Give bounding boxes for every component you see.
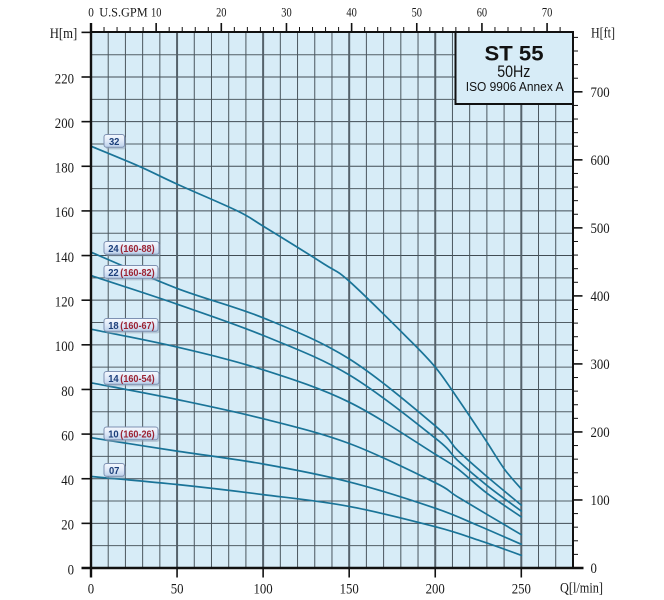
svg-text:30: 30 xyxy=(281,5,291,20)
svg-text:180: 180 xyxy=(55,161,74,177)
svg-text:40: 40 xyxy=(346,5,356,20)
svg-text:50: 50 xyxy=(412,5,422,20)
svg-text:140: 140 xyxy=(55,250,74,266)
svg-text:80: 80 xyxy=(61,384,74,400)
svg-text:H[ft]: H[ft] xyxy=(591,25,615,41)
svg-text:14: 14 xyxy=(108,374,119,385)
svg-text:(160-82): (160-82) xyxy=(120,268,154,279)
svg-text:60: 60 xyxy=(61,428,74,444)
svg-text:24: 24 xyxy=(108,244,119,255)
svg-text:ISO 9906 Annex A: ISO 9906 Annex A xyxy=(466,80,564,94)
svg-text:400: 400 xyxy=(591,289,610,305)
svg-text:20: 20 xyxy=(61,518,74,534)
svg-text:600: 600 xyxy=(591,153,610,169)
svg-text:200: 200 xyxy=(591,425,610,441)
svg-text:10: 10 xyxy=(108,429,119,440)
svg-text:120: 120 xyxy=(55,295,74,311)
svg-text:50: 50 xyxy=(171,581,184,597)
svg-text:07: 07 xyxy=(109,466,120,477)
svg-text:50Hz: 50Hz xyxy=(497,63,530,81)
svg-text:150: 150 xyxy=(340,581,359,597)
svg-text:0: 0 xyxy=(88,581,94,597)
svg-text:100: 100 xyxy=(55,339,74,355)
svg-text:220: 220 xyxy=(55,71,74,87)
svg-text:300: 300 xyxy=(591,357,610,373)
svg-text:70: 70 xyxy=(542,5,552,20)
svg-text:700: 700 xyxy=(591,85,610,101)
svg-text:100: 100 xyxy=(591,493,610,509)
svg-text:0: 0 xyxy=(591,561,597,577)
svg-text:(160-88): (160-88) xyxy=(120,244,154,255)
svg-text:250: 250 xyxy=(512,581,531,597)
svg-text:40: 40 xyxy=(61,473,74,489)
svg-text:10: 10 xyxy=(151,5,161,20)
svg-text:(160-54): (160-54) xyxy=(120,374,154,385)
svg-text:U.S.GPM: U.S.GPM xyxy=(99,5,148,20)
svg-text:60: 60 xyxy=(477,5,487,20)
svg-text:22: 22 xyxy=(108,268,119,279)
svg-text:(160-26): (160-26) xyxy=(120,429,154,440)
svg-text:32: 32 xyxy=(109,137,120,148)
svg-text:(160-67): (160-67) xyxy=(120,321,154,332)
svg-text:20: 20 xyxy=(216,5,226,20)
svg-text:ST 55: ST 55 xyxy=(485,42,544,66)
svg-text:200: 200 xyxy=(55,116,74,132)
svg-text:Q[l/min]: Q[l/min] xyxy=(560,581,603,597)
svg-text:0: 0 xyxy=(88,5,94,20)
svg-text:100: 100 xyxy=(254,581,273,597)
svg-text:18: 18 xyxy=(108,321,119,332)
svg-text:160: 160 xyxy=(55,205,74,221)
svg-text:0: 0 xyxy=(68,562,74,578)
svg-text:200: 200 xyxy=(426,581,445,597)
svg-text:H[m]: H[m] xyxy=(50,26,78,42)
svg-text:500: 500 xyxy=(591,221,610,237)
